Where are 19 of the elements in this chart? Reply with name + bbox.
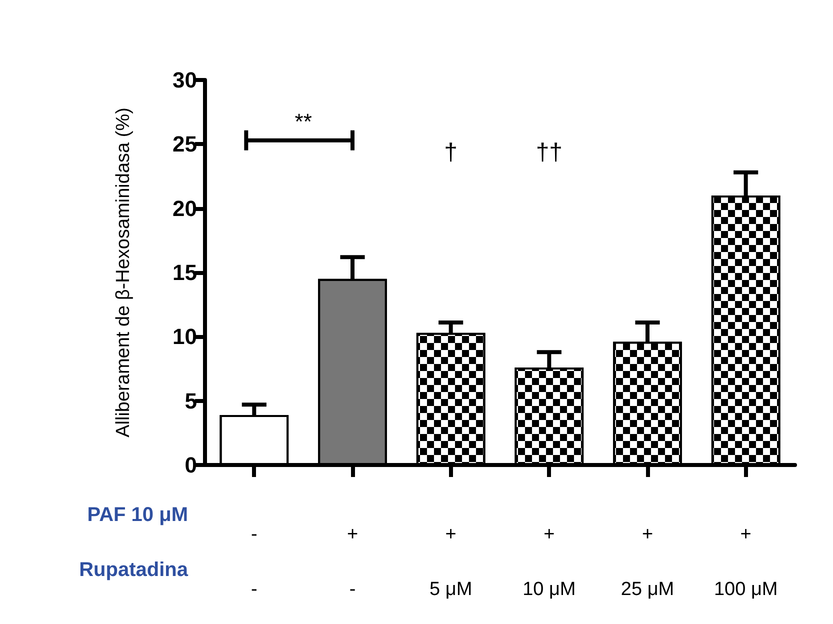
annotation: †† (536, 138, 563, 166)
y-tick-label: 0 (184, 452, 197, 478)
category-label: - - (251, 524, 258, 600)
text: PAF 10 μM (87, 504, 188, 526)
y-tick-label: 30 (172, 68, 197, 92)
category-label: + 5 μM (430, 524, 472, 600)
y-tick-label: 20 (172, 196, 197, 221)
category-label: + 10 μM (522, 524, 576, 600)
category-label: + 25 μM (620, 524, 674, 600)
y-tick-label: 5 (184, 388, 197, 414)
category-label: + - (346, 524, 358, 600)
y-tick-label: 15 (172, 260, 197, 285)
annotation: † (444, 138, 458, 166)
y-tick-label: 25 (172, 132, 197, 157)
annotation: ** (294, 108, 312, 134)
text: Rupatadina (79, 559, 189, 581)
y-axis-title: Alliberament de β-Hexosaminidasa (%) (113, 108, 134, 438)
y-tick-label: 10 (172, 324, 197, 350)
category-label: + 100 μM (714, 524, 778, 600)
